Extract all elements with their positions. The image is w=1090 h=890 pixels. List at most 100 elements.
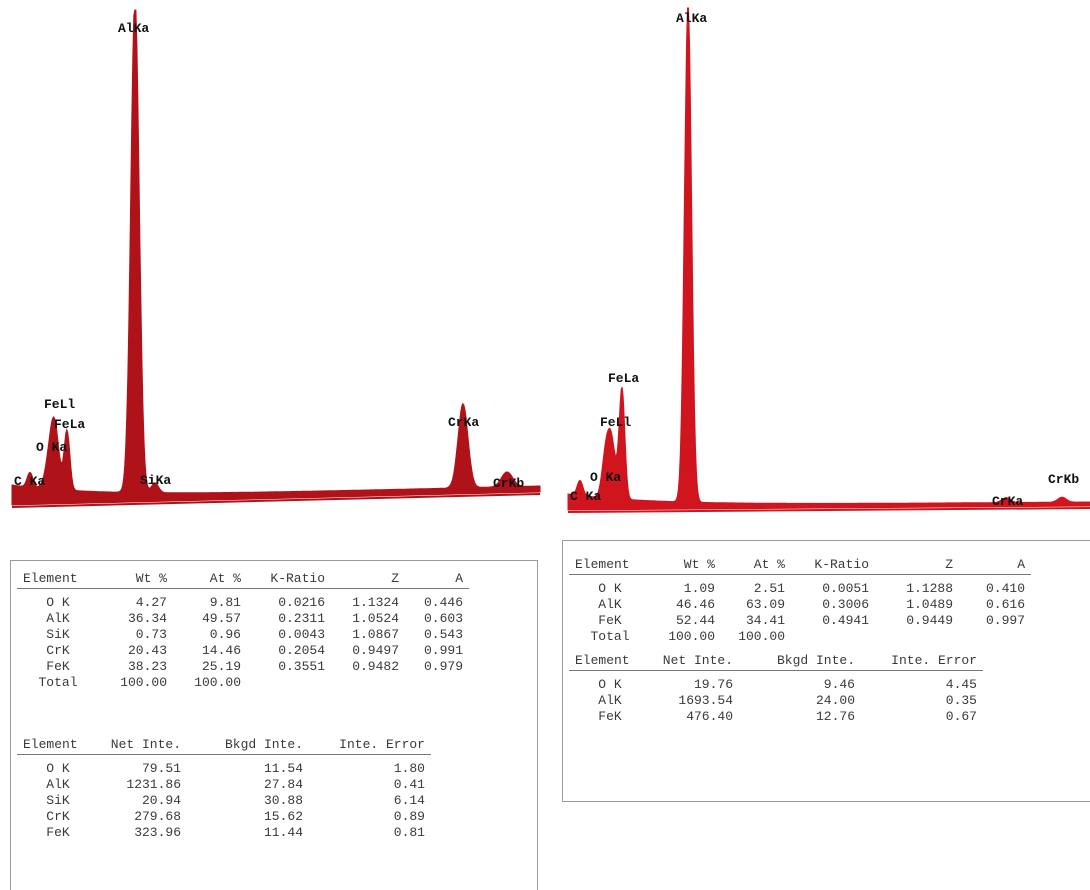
spectrum-area (567, 7, 1090, 511)
table-cell: 9.81 (209, 595, 241, 610)
peak-label-crkb: CrKb (1048, 472, 1079, 487)
column-header: Net Inte. (651, 653, 739, 671)
table-row: O K 19.76 9.46 4.45 (569, 677, 983, 693)
table-cell: 49.57 (201, 611, 241, 626)
table-cell: 27.84 (263, 777, 303, 792)
table-cell: 24.00 (815, 693, 855, 708)
table-cell: 0.81 (393, 825, 425, 840)
column-header: A (405, 571, 469, 589)
table-cell: 100.00 (738, 629, 785, 644)
table-cell: FeK (598, 709, 622, 724)
column-header: At % (721, 557, 791, 575)
table-header-row: Element Net Inte. Bkgd Inte. Inte. Error (17, 737, 431, 755)
table-cell: 79.51 (141, 761, 181, 776)
table-cell: CrK (46, 643, 70, 658)
table-cell: 46.46 (675, 597, 715, 612)
table-cell: 323.96 (134, 825, 181, 840)
table-cell: 9.46 (823, 677, 855, 692)
column-header: Element (17, 571, 99, 589)
table-cell: 0.9449 (906, 613, 953, 628)
table-row: FeK 52.44 34.41 0.4941 0.9449 0.997 (569, 613, 1031, 629)
results-panel-right: Element Wt % At % K-Ratio Z A O K 1.09 2.51 0.005… (562, 540, 1090, 802)
column-header: K-Ratio (247, 571, 331, 589)
table-cell (405, 675, 469, 691)
table-cell: AlK (46, 777, 70, 792)
peak-label-sika: SiKa (140, 473, 171, 488)
table-cell: 36.34 (127, 611, 167, 626)
spectrum-baseline (11, 493, 541, 508)
peak-label-fell: FeLl (600, 415, 631, 430)
table-cell: 0.543 (423, 627, 463, 642)
table-row: FeK 323.96 11.44 0.81 (17, 825, 431, 841)
spectrum-baseline (567, 507, 1090, 513)
column-header: Net Inte. (99, 737, 187, 755)
table-cell: 0.96 (209, 627, 241, 642)
table-cell: FeK (598, 613, 622, 628)
peak-label-fela: FeLa (54, 417, 85, 432)
table-cell (791, 629, 875, 645)
table-cell: 0.616 (985, 597, 1025, 612)
column-header: At % (173, 571, 247, 589)
table-header-row: Element Wt % At % K-Ratio Z A (17, 571, 469, 589)
table-cell: 1.0867 (352, 627, 399, 642)
table-cell: 476.40 (686, 709, 733, 724)
table-cell: AlK (598, 693, 622, 708)
table-cell (331, 675, 405, 691)
table-header-row: Element Wt % At % K-Ratio Z A (569, 557, 1031, 575)
table-header-row: Element Net Inte. Bkgd Inte. Inte. Error (569, 653, 983, 671)
column-header: Bkgd Inte. (187, 737, 309, 755)
table-cell: 100.00 (194, 675, 241, 690)
table-cell: 34.41 (745, 613, 785, 628)
table-cell: 1.0489 (906, 597, 953, 612)
table-cell: O K (598, 677, 622, 692)
table-cell: CrK (46, 809, 70, 824)
column-header: Z (875, 557, 959, 575)
composition-table-left: Element Wt % At % K-Ratio Z A O K 4.27 9.81 0.021… (17, 571, 469, 691)
column-header: Element (17, 737, 99, 755)
table-cell: Total (38, 675, 78, 690)
table-cell: O K (46, 761, 70, 776)
results-panel-left: Element Wt % At % K-Ratio Z A O K 4.27 9.81 0.021… (10, 560, 538, 890)
table-cell: 1693.54 (678, 693, 733, 708)
table-cell: O K (46, 595, 70, 610)
column-header: Element (569, 557, 651, 575)
table-cell: 0.0216 (278, 595, 325, 610)
table-cell: 0.9497 (352, 643, 399, 658)
table-cell: 0.35 (945, 693, 977, 708)
table-cell: 1.09 (683, 581, 715, 596)
table-cell (247, 675, 331, 691)
table-row: Total 100.00 100.00 (569, 629, 1031, 645)
peak-label-crka: CrKa (448, 415, 479, 430)
table-row: O K 79.51 11.54 1.80 (17, 761, 431, 777)
table-cell: O K (598, 581, 622, 596)
table-cell: 1.80 (393, 761, 425, 776)
table-cell: 20.94 (141, 793, 181, 808)
table-row: CrK 279.68 15.62 0.89 (17, 809, 431, 825)
table-cell: 30.88 (263, 793, 303, 808)
column-header: Inte. Error (861, 653, 983, 671)
table-cell: 0.0051 (822, 581, 869, 596)
spectrum-area (11, 9, 541, 506)
table-cell: 11.44 (263, 825, 303, 840)
table-cell: 6.14 (393, 793, 425, 808)
table-cell: Total (590, 629, 630, 644)
table-cell: AlK (46, 611, 70, 626)
table-cell: 0.4941 (822, 613, 869, 628)
table-row: SiK 0.73 0.96 0.0043 1.0867 0.543 (17, 627, 469, 643)
column-header: Bkgd Inte. (739, 653, 861, 671)
table-cell: 0.979 (423, 659, 463, 674)
table-cell: 100.00 (120, 675, 167, 690)
table-cell: 2.51 (753, 581, 785, 596)
peak-label-o-ka: O Ka (36, 440, 67, 455)
table-cell: 0.997 (985, 613, 1025, 628)
table-cell: FeK (46, 825, 70, 840)
table-cell: 12.76 (815, 709, 855, 724)
table-cell: 279.68 (134, 809, 181, 824)
peak-label-c-ka: C Ka (14, 474, 45, 489)
table-row: Total 100.00 100.00 (17, 675, 469, 691)
peak-label-crkb: CrKb (493, 476, 524, 491)
table-cell: 19.76 (693, 677, 733, 692)
table-cell: 0.73 (135, 627, 167, 642)
intensity-table-right: Element Net Inte. Bkgd Inte. Inte. Error O K… (569, 653, 983, 725)
table-cell: 0.410 (985, 581, 1025, 596)
